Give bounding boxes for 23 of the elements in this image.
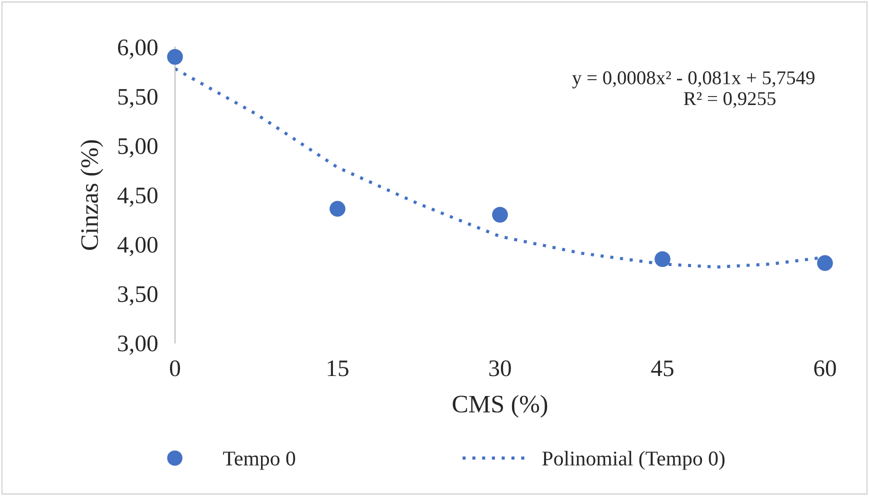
point bbox=[817, 255, 833, 271]
x-tick-label: 30 bbox=[489, 360, 511, 376]
x-axis-title: CMS (%) bbox=[452, 394, 548, 418]
point bbox=[167, 48, 183, 65]
x-tick-label: 60 bbox=[814, 360, 836, 376]
legend-label: Tempo 0 bbox=[223, 452, 296, 470]
annotation: y = 0,0008x² - 0,081x + 5,7549 bbox=[572, 71, 814, 88]
y-tick-label: 6,00 bbox=[118, 39, 158, 59]
y-tick-label: 4,00 bbox=[117, 236, 158, 256]
legend-label: Polinomial (Tempo 0) bbox=[542, 450, 725, 470]
x-tick-label: 45 bbox=[651, 360, 674, 376]
point bbox=[654, 251, 670, 268]
y-axis-title: Cinzas (%) bbox=[80, 140, 104, 250]
x-tick-label: 15 bbox=[328, 360, 348, 376]
point bbox=[492, 206, 508, 223]
point bbox=[330, 200, 346, 217]
y-tick-label: 5,00 bbox=[118, 138, 158, 158]
x-tick-label: 0 bbox=[170, 360, 180, 376]
y-tick-label: 4,50 bbox=[117, 187, 158, 207]
annotation: R² = 0,9255 bbox=[684, 92, 776, 108]
y-tick-label: 5,50 bbox=[118, 88, 158, 108]
y-tick-label: 3,00 bbox=[118, 335, 158, 355]
y-tick-label: 3,50 bbox=[118, 286, 158, 306]
